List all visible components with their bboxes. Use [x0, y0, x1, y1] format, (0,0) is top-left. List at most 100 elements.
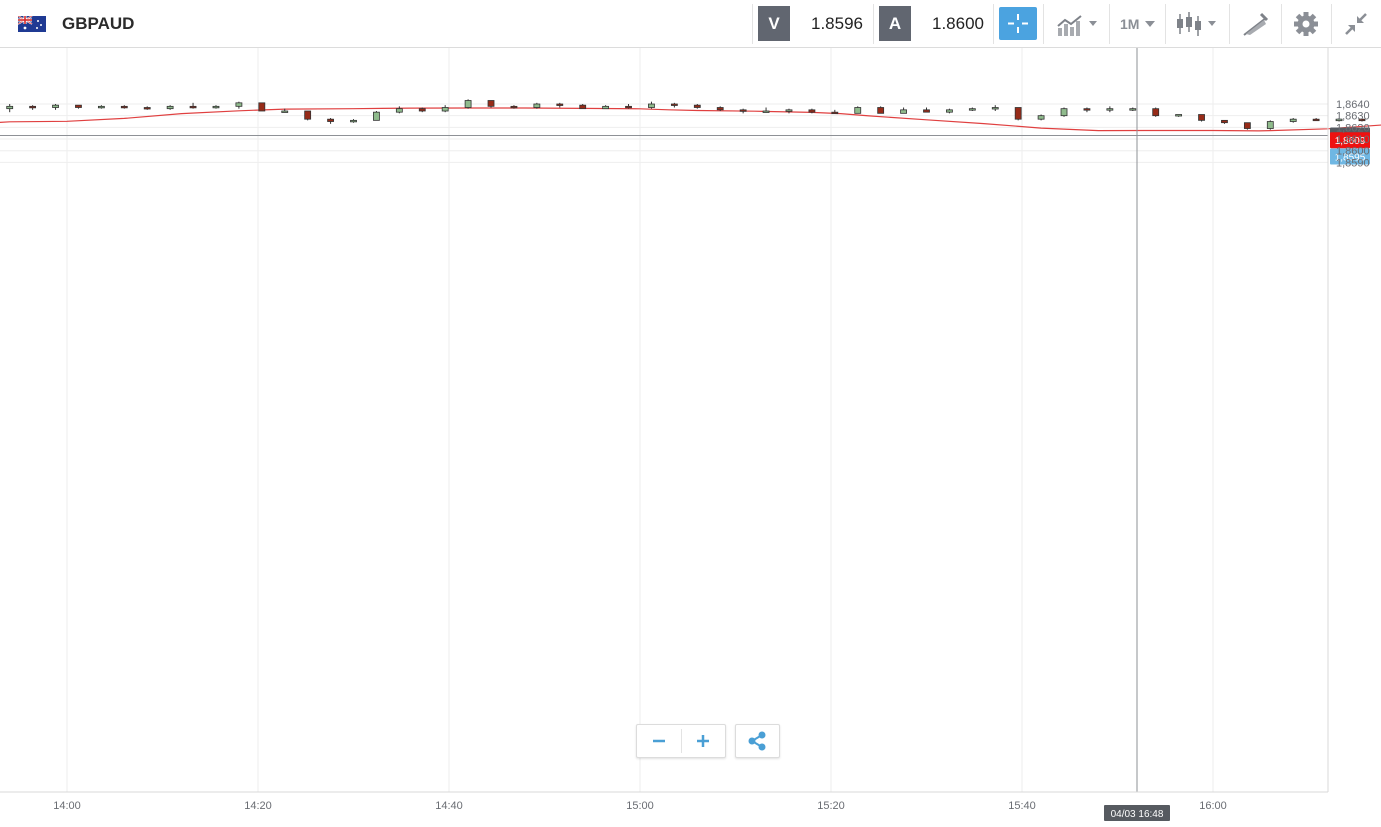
candle — [877, 106, 885, 114]
uk-au-flag-icon — [18, 16, 46, 32]
candle-body — [327, 118, 334, 122]
x-tick-label: 14:00 — [53, 800, 81, 812]
candle — [418, 107, 426, 113]
y-tick-label: 1,8610 — [1336, 134, 1370, 146]
candle — [75, 104, 82, 109]
divider — [1043, 4, 1044, 44]
candle-body — [1129, 108, 1137, 111]
candle-body — [693, 104, 701, 108]
candle-body — [1083, 108, 1091, 111]
candle-body — [831, 111, 839, 115]
candle — [533, 102, 541, 109]
settings-button[interactable] — [1290, 8, 1322, 40]
candle-body — [1106, 108, 1114, 111]
line-type-button[interactable] — [1055, 8, 1103, 40]
candle — [395, 106, 403, 114]
line-type-icon — [1057, 15, 1097, 36]
divider — [1109, 4, 1110, 44]
candle — [441, 105, 449, 113]
buy-label[interactable]: A — [879, 6, 911, 41]
instrument-symbol: GBPAUD — [62, 14, 135, 33]
candle — [579, 104, 587, 110]
candle-body — [579, 104, 587, 110]
candles-icon — [1177, 12, 1216, 36]
candle-body — [1014, 107, 1022, 120]
candle — [693, 104, 701, 109]
candle-body — [1266, 121, 1274, 129]
x-tick-label: 14:20 — [244, 800, 272, 812]
crosshair-button[interactable] — [999, 7, 1037, 40]
share-button[interactable] — [736, 725, 779, 757]
zoom-out-button[interactable] — [637, 725, 681, 757]
y-tick-label: 1,8640 — [1336, 99, 1370, 111]
x-tick-label: 16:00 — [1199, 800, 1227, 812]
candle — [304, 110, 312, 121]
zoom-in-icon — [697, 735, 709, 747]
candle-body — [602, 105, 610, 110]
candle — [1129, 107, 1137, 112]
candle — [1175, 114, 1183, 117]
x-tick-label: 14:40 — [435, 800, 463, 812]
candle — [831, 109, 839, 115]
zoom-out-icon — [653, 739, 665, 743]
candle — [602, 105, 610, 110]
divider — [1281, 4, 1282, 44]
candle-body — [1289, 118, 1297, 122]
candle — [648, 101, 655, 109]
zoom-controls — [636, 724, 726, 758]
sell-price[interactable]: 1.8596 — [811, 14, 863, 33]
candle — [854, 106, 862, 114]
candle-body — [120, 105, 128, 109]
crosshair-time-box — [1104, 805, 1170, 821]
candle — [510, 105, 518, 109]
candle-body — [350, 119, 357, 123]
candle-body — [854, 107, 862, 114]
candle — [189, 102, 197, 109]
share-icon — [748, 731, 766, 751]
candle-body — [1221, 119, 1228, 124]
crosshair-icon — [1008, 14, 1028, 33]
sell-label[interactable]: V — [758, 6, 790, 41]
candle-body — [97, 105, 105, 109]
y-tick-label: 1,8620 — [1336, 122, 1370, 134]
divider — [873, 4, 874, 44]
candle — [1312, 118, 1320, 122]
candle — [762, 107, 770, 113]
candle-body — [900, 109, 907, 114]
collapse-button[interactable] — [1340, 8, 1372, 40]
chart-type-button[interactable] — [1175, 8, 1221, 40]
candle-body — [648, 103, 655, 108]
candle-body — [212, 105, 220, 109]
candle — [900, 107, 907, 114]
drawing-tools-button[interactable] — [1239, 8, 1271, 40]
divider — [1165, 4, 1166, 44]
chevron-down-icon — [1145, 21, 1155, 27]
candle-body — [441, 107, 449, 112]
candle-body — [923, 109, 930, 113]
candle-body — [1175, 114, 1183, 117]
candle-body — [533, 103, 541, 108]
candle-body — [235, 102, 243, 107]
candle-body — [258, 102, 266, 112]
moving-average-line — [0, 107, 1381, 132]
candle-body — [716, 107, 724, 111]
divider — [681, 729, 682, 753]
candle-body — [556, 103, 564, 106]
candle-body — [1312, 118, 1320, 122]
candle — [1358, 118, 1366, 122]
buy-price[interactable]: 1.8600 — [932, 14, 984, 33]
timeframe-selector[interactable]: 1M — [1118, 8, 1158, 40]
divider — [1331, 4, 1332, 44]
candle — [946, 108, 953, 114]
y-tick-label: 1,8630 — [1336, 111, 1370, 123]
candle — [6, 104, 14, 113]
collapse-icon — [1345, 13, 1367, 35]
candle — [991, 105, 999, 112]
candle-body — [670, 103, 678, 106]
zoom-in-button[interactable] — [681, 725, 725, 757]
candle — [235, 101, 243, 109]
candle-body — [189, 105, 197, 109]
candle-body — [762, 110, 770, 113]
